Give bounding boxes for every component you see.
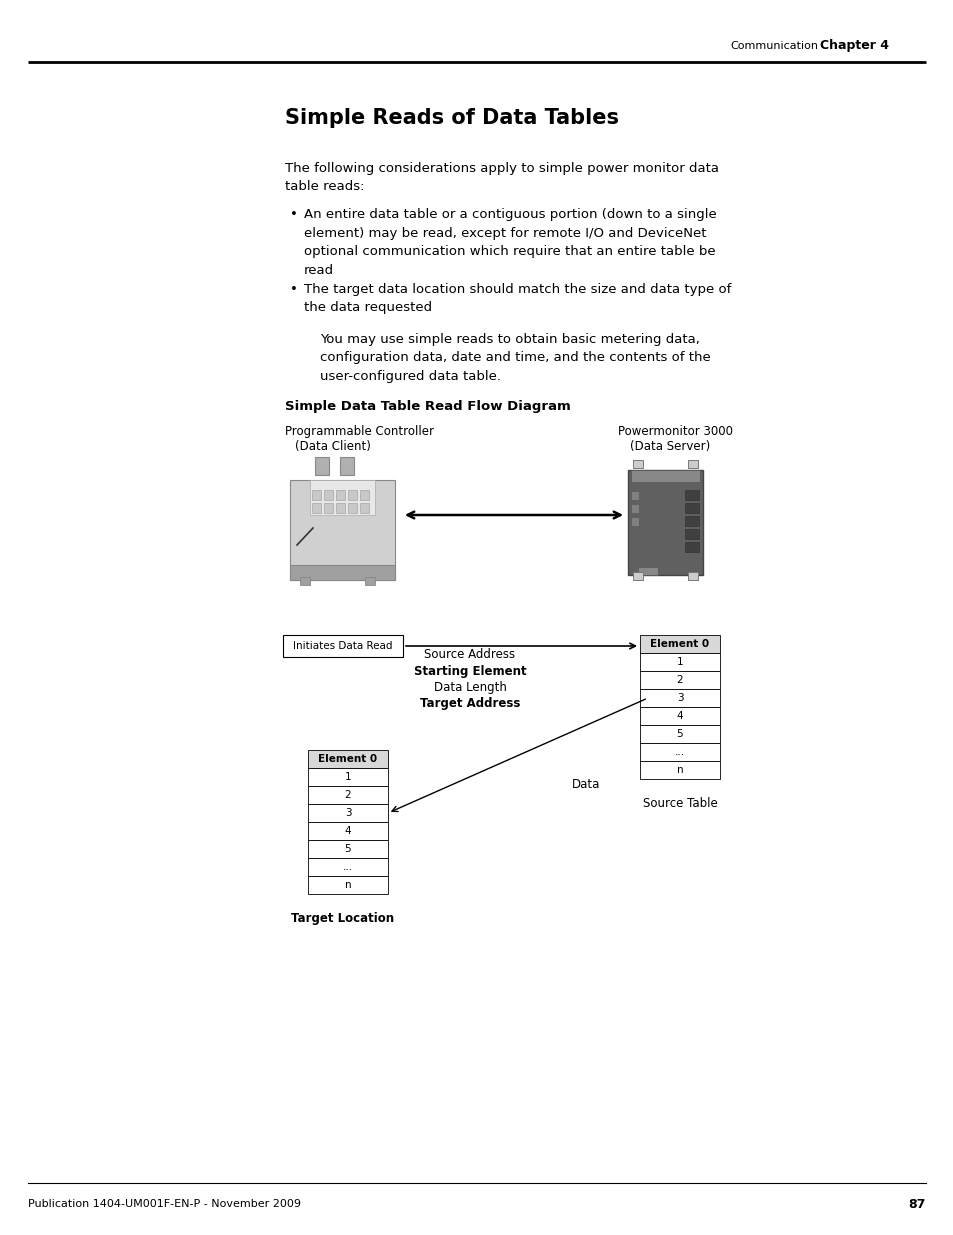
Text: 3: 3 <box>676 693 682 703</box>
FancyBboxPatch shape <box>335 503 345 513</box>
Text: Publication 1404-UM001F-EN-P - November 2009: Publication 1404-UM001F-EN-P - November … <box>28 1199 301 1209</box>
FancyBboxPatch shape <box>312 503 320 513</box>
Text: Source Address: Source Address <box>424 648 515 662</box>
FancyBboxPatch shape <box>639 743 720 761</box>
FancyBboxPatch shape <box>639 689 720 706</box>
Text: ...: ... <box>674 747 684 757</box>
FancyBboxPatch shape <box>359 490 369 500</box>
FancyBboxPatch shape <box>339 457 354 475</box>
FancyBboxPatch shape <box>314 457 329 475</box>
FancyBboxPatch shape <box>324 490 333 500</box>
Text: Element 0: Element 0 <box>650 638 709 650</box>
Text: 1: 1 <box>344 772 351 782</box>
Text: Target Address: Target Address <box>419 697 519 709</box>
Text: Starting Element: Starting Element <box>414 664 526 678</box>
FancyBboxPatch shape <box>633 459 642 468</box>
FancyBboxPatch shape <box>639 635 720 653</box>
Text: Powermonitor 3000: Powermonitor 3000 <box>618 425 732 438</box>
FancyBboxPatch shape <box>310 480 375 515</box>
FancyBboxPatch shape <box>283 635 402 657</box>
FancyBboxPatch shape <box>290 480 395 580</box>
Text: 5: 5 <box>676 729 682 739</box>
FancyBboxPatch shape <box>684 529 699 538</box>
FancyBboxPatch shape <box>348 503 356 513</box>
Text: n: n <box>676 764 682 776</box>
FancyBboxPatch shape <box>684 503 699 513</box>
FancyBboxPatch shape <box>627 471 702 576</box>
FancyBboxPatch shape <box>639 725 720 743</box>
FancyBboxPatch shape <box>687 572 698 580</box>
FancyBboxPatch shape <box>630 517 639 526</box>
Text: •: • <box>290 207 297 221</box>
FancyBboxPatch shape <box>639 671 720 689</box>
FancyBboxPatch shape <box>365 577 375 585</box>
Text: Source Table: Source Table <box>642 797 717 810</box>
Text: Simple Data Table Read Flow Diagram: Simple Data Table Read Flow Diagram <box>285 400 570 412</box>
FancyBboxPatch shape <box>639 653 720 671</box>
Text: 2: 2 <box>344 790 351 800</box>
Text: Initiates Data Read: Initiates Data Read <box>293 641 393 651</box>
FancyBboxPatch shape <box>638 567 658 576</box>
FancyBboxPatch shape <box>308 750 388 768</box>
FancyBboxPatch shape <box>308 804 388 823</box>
Text: (Data Client): (Data Client) <box>294 440 371 453</box>
FancyBboxPatch shape <box>308 840 388 858</box>
FancyBboxPatch shape <box>308 858 388 876</box>
FancyBboxPatch shape <box>684 542 699 552</box>
FancyBboxPatch shape <box>308 823 388 840</box>
Text: ...: ... <box>342 862 353 872</box>
FancyBboxPatch shape <box>348 490 356 500</box>
Text: (Data Server): (Data Server) <box>629 440 709 453</box>
Text: You may use simple reads to obtain basic metering data,
configuration data, date: You may use simple reads to obtain basic… <box>319 333 710 383</box>
FancyBboxPatch shape <box>359 503 369 513</box>
Text: 5: 5 <box>344 844 351 853</box>
FancyBboxPatch shape <box>290 564 395 580</box>
FancyBboxPatch shape <box>630 504 639 513</box>
Text: 3: 3 <box>344 808 351 818</box>
FancyBboxPatch shape <box>324 503 333 513</box>
Text: The following considerations apply to simple power monitor data
table reads:: The following considerations apply to si… <box>285 162 719 194</box>
Text: Target Location: Target Location <box>291 911 395 925</box>
FancyBboxPatch shape <box>684 490 699 500</box>
FancyBboxPatch shape <box>687 459 698 468</box>
FancyBboxPatch shape <box>308 876 388 894</box>
FancyBboxPatch shape <box>308 785 388 804</box>
Text: Communication: Communication <box>729 41 817 51</box>
FancyBboxPatch shape <box>630 471 700 482</box>
Text: Data Length: Data Length <box>433 680 506 694</box>
Text: 4: 4 <box>676 711 682 721</box>
FancyBboxPatch shape <box>639 761 720 779</box>
FancyBboxPatch shape <box>684 516 699 526</box>
FancyBboxPatch shape <box>639 706 720 725</box>
Text: An entire data table or a contiguous portion (down to a single
element) may be r: An entire data table or a contiguous por… <box>304 207 716 277</box>
Text: n: n <box>344 881 351 890</box>
Text: 1: 1 <box>676 657 682 667</box>
FancyBboxPatch shape <box>633 572 642 580</box>
Text: Data: Data <box>572 778 599 792</box>
FancyBboxPatch shape <box>335 490 345 500</box>
FancyBboxPatch shape <box>630 492 639 500</box>
Text: •: • <box>290 283 297 296</box>
Text: Simple Reads of Data Tables: Simple Reads of Data Tables <box>285 107 618 128</box>
Text: Chapter 4: Chapter 4 <box>820 40 888 53</box>
FancyBboxPatch shape <box>299 577 310 585</box>
FancyBboxPatch shape <box>312 490 320 500</box>
FancyBboxPatch shape <box>308 768 388 785</box>
Text: Element 0: Element 0 <box>318 755 377 764</box>
Text: 2: 2 <box>676 676 682 685</box>
Text: 4: 4 <box>344 826 351 836</box>
Text: 87: 87 <box>907 1198 925 1210</box>
Text: The target data location should match the size and data type of
the data request: The target data location should match th… <box>304 283 731 315</box>
Text: Programmable Controller: Programmable Controller <box>285 425 434 438</box>
